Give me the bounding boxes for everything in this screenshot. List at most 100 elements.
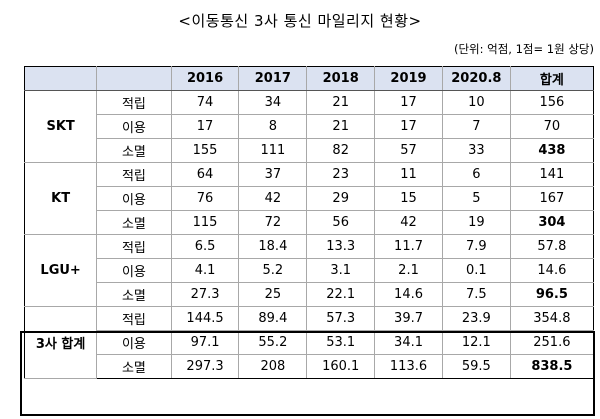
value-cell: 23 — [306, 162, 376, 187]
value-cell: 89.4 — [238, 306, 308, 331]
value-cell: 19 — [441, 210, 511, 235]
value-cell: 53.1 — [306, 330, 376, 355]
type-cell: 이용 — [96, 258, 172, 283]
header-cell-2017: 2017 — [238, 66, 308, 91]
value-cell: 72 — [238, 210, 308, 235]
value-cell: 10 — [441, 90, 511, 115]
type-cell: 소멸 — [96, 210, 172, 235]
total-cell: 838.5 — [509, 354, 595, 379]
value-cell: 7.9 — [441, 234, 511, 259]
type-cell: 소멸 — [96, 138, 172, 163]
value-cell: 8 — [238, 114, 308, 139]
value-cell: 13.3 — [306, 234, 376, 259]
page-title: <이동통신 3사 통신 마일리지 현황> — [178, 12, 422, 30]
value-cell: 11.7 — [374, 234, 443, 259]
value-cell: 6.5 — [170, 234, 240, 259]
header-cell-type — [96, 66, 172, 91]
value-cell: 76 — [170, 186, 240, 211]
table-row: 소멸 27.3 25 22.1 14.6 7.5 96.5 — [25, 282, 595, 307]
value-cell: 7.5 — [441, 282, 511, 307]
value-cell: 33 — [441, 138, 511, 163]
mileage-table: 2016 2017 2018 2019 2020.8 합계 SKT 적립 74 34 2… — [23, 66, 595, 379]
table-row: 소멸 297.3 208 160.1 113.6 59.5 838.5 — [25, 354, 595, 379]
table-row: 이용 97.1 55.2 53.1 34.1 12.1 251.6 — [25, 330, 595, 355]
value-cell: 17 — [374, 90, 443, 115]
value-cell: 21 — [306, 114, 376, 139]
value-cell: 64 — [170, 162, 240, 187]
value-cell: 160.1 — [306, 354, 376, 379]
value-cell: 22.1 — [306, 282, 376, 307]
value-cell: 23.9 — [441, 306, 511, 331]
header-cell-2019: 2019 — [374, 66, 443, 91]
header-cell-2018: 2018 — [306, 66, 376, 91]
value-cell: 11 — [374, 162, 443, 187]
value-cell: 5.2 — [238, 258, 308, 283]
value-cell: 37 — [238, 162, 308, 187]
value-cell: 0.1 — [441, 258, 511, 283]
header-cell-carrier — [23, 66, 98, 91]
table-row: 이용 4.1 5.2 3.1 2.1 0.1 14.6 — [25, 258, 595, 283]
value-cell: 7 — [441, 114, 511, 139]
carrier-cell: LGU+ — [23, 234, 98, 307]
value-cell: 82 — [306, 138, 376, 163]
value-cell: 42 — [238, 186, 308, 211]
value-cell: 97.1 — [170, 330, 240, 355]
value-cell: 3.1 — [306, 258, 376, 283]
type-cell: 이용 — [96, 114, 172, 139]
value-cell: 14.6 — [374, 282, 443, 307]
value-cell: 21 — [306, 90, 376, 115]
value-cell: 155 — [170, 138, 240, 163]
type-cell: 이용 — [96, 186, 172, 211]
total-cell: 251.6 — [509, 330, 595, 355]
total-cell: 70 — [509, 114, 595, 139]
total-cell: 141 — [509, 162, 595, 187]
value-cell: 42 — [374, 210, 443, 235]
value-cell: 17 — [374, 114, 443, 139]
value-cell: 57 — [374, 138, 443, 163]
type-cell: 적립 — [96, 162, 172, 187]
type-cell: 소멸 — [96, 282, 172, 307]
value-cell: 34.1 — [374, 330, 443, 355]
total-cell: 438 — [509, 138, 595, 163]
type-cell: 소멸 — [96, 354, 172, 379]
table-row: SKT 적립 74 34 21 17 10 156 — [23, 90, 595, 163]
value-cell: 56 — [306, 210, 376, 235]
type-cell: 적립 — [96, 90, 172, 115]
value-cell: 208 — [238, 354, 308, 379]
value-cell: 15 — [374, 186, 443, 211]
value-cell: 27.3 — [170, 282, 240, 307]
table-row: 이용 17 8 21 17 7 70 — [25, 114, 595, 139]
total-cell: 57.8 — [509, 234, 595, 259]
type-cell: 이용 — [96, 330, 172, 355]
type-cell: 적립 — [96, 306, 172, 331]
header-row: 2016 2017 2018 2019 2020.8 합계 — [23, 66, 595, 91]
total-cell: 304 — [509, 210, 595, 235]
total-cell: 14.6 — [509, 258, 595, 283]
value-cell: 5 — [441, 186, 511, 211]
value-cell: 34 — [238, 90, 308, 115]
value-cell: 29 — [306, 186, 376, 211]
carrier-cell: 3사 합계 — [23, 306, 98, 379]
value-cell: 55.2 — [238, 330, 308, 355]
unit-note: (단위: 억점, 1점= 1원 상당) — [453, 42, 594, 56]
value-cell: 6 — [441, 162, 511, 187]
header-cell-2016: 2016 — [170, 66, 240, 91]
table-row: LGU+ 적립 6.5 18.4 13.3 11.7 7.9 57.8 — [23, 234, 595, 307]
carrier-cell: SKT — [23, 90, 98, 163]
type-cell: 적립 — [96, 234, 172, 259]
table-row: 소멸 115 72 56 42 19 304 — [25, 210, 595, 235]
table-body: SKT 적립 74 34 21 17 10 156 이용 17 8 21 17 7 70 소멸 155 111 82… — [23, 90, 595, 379]
header-cell-2020-8: 2020.8 — [441, 66, 511, 91]
value-cell: 2.1 — [374, 258, 443, 283]
table-row: KT 적립 64 37 23 11 6 141 — [23, 162, 595, 235]
total-cell: 167 — [509, 186, 595, 211]
value-cell: 17 — [170, 114, 240, 139]
total-cell: 156 — [509, 90, 595, 115]
value-cell: 115 — [170, 210, 240, 235]
value-cell: 113.6 — [374, 354, 443, 379]
table-row: 소멸 155 111 82 57 33 438 — [25, 138, 595, 163]
value-cell: 12.1 — [441, 330, 511, 355]
value-cell: 39.7 — [374, 306, 443, 331]
value-cell: 25 — [238, 282, 308, 307]
